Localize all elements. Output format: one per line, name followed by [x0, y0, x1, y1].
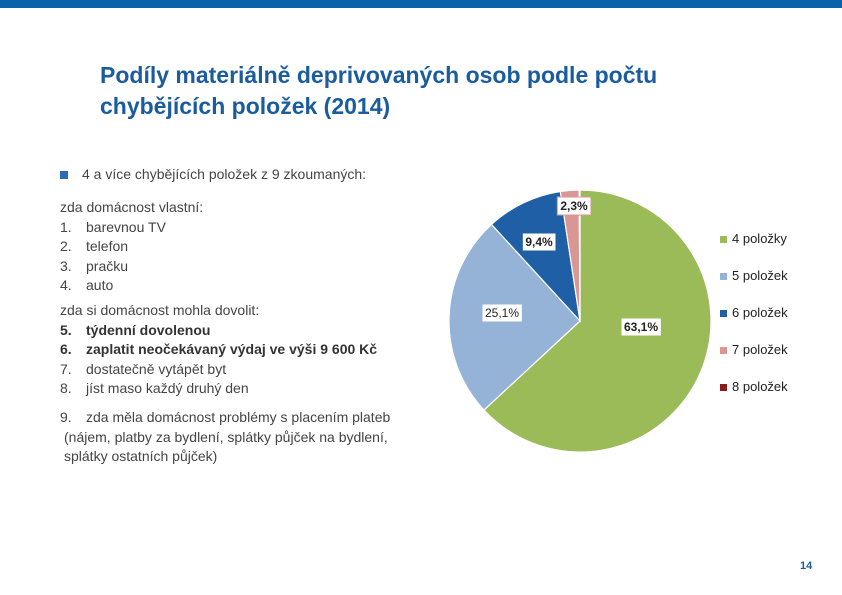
list-item: 9. zda měla domácnost problémy s placením…: [60, 409, 391, 425]
list-item: 5. týdenní dovolenou: [60, 321, 211, 338]
owned-items-heading: zda domácnost vlastní:: [60, 199, 204, 215]
svg-text:25,1%: 25,1%: [485, 306, 519, 320]
legend-swatch-icon: [720, 273, 727, 281]
intro-bullet: 4 a více chybějících položek z 9 zkouman…: [60, 166, 366, 182]
legend-label: 8 položek: [732, 379, 788, 394]
payment-problems-block: 9. zda měla domácnost problémy s placením…: [60, 408, 390, 467]
data-label-6: 9,4%: [521, 232, 557, 252]
legend-item: 8 položek: [720, 379, 788, 394]
legend-label: 6 položek: [732, 305, 788, 320]
legend-item: 6 položek: [720, 305, 788, 320]
legend-swatch-icon: [720, 236, 727, 244]
affordable-items-block: zda si domácnost mohla dovolit: 5. týdenn…: [60, 301, 377, 399]
list-item: 1. barevnou TV: [60, 218, 166, 235]
data-label-5: 25,1%: [481, 303, 523, 323]
pie-slice-6: [490, 190, 581, 323]
page-title: Podíly materiálně deprivovaných osob pod…: [100, 62, 658, 119]
legend-label: 4 položky: [732, 231, 787, 246]
list-item: 6. zaplatit neočekávaný výdaj ve výši 9 6…: [60, 341, 378, 357]
legend-item: 7 položek: [720, 342, 788, 357]
legend-swatch-icon: [720, 310, 727, 318]
owned-items-block: zda domácnost vlastní: 1. barevnou TV 2. t…: [60, 198, 203, 296]
page-number: 14: [800, 560, 813, 572]
top-accent-bar: [0, 0, 842, 8]
data-label-7: 2,3%: [556, 196, 592, 216]
pie-slice-4: [483, 189, 712, 453]
bullet-square-icon: [60, 171, 68, 180]
legend-item: 5 položek: [720, 268, 788, 283]
list-item: 7. dostatečně vytápět byt: [60, 360, 227, 377]
legend-item: 4 položky: [720, 231, 787, 246]
data-label-4: 63,1%: [620, 317, 662, 337]
intro-text: 4 a více chybějících položek z 9 zkouman…: [82, 166, 367, 182]
pie-slice-8: [578, 189, 581, 322]
legend-label: 5 položek: [732, 268, 788, 283]
svg-text:9,4%: 9,4%: [525, 235, 553, 249]
affordable-items-heading: zda si domácnost mohla dovolit:: [60, 302, 260, 318]
legend-swatch-icon: [720, 384, 727, 392]
list-item: 8. jíst maso každý druhý den: [60, 380, 249, 396]
legend-label: 7 položek: [732, 342, 788, 357]
legend-swatch-icon: [720, 347, 727, 355]
list-item-continuation: (nájem, platby za bydlení, splátky půjče…: [64, 428, 388, 445]
list-item-continuation: splátky ostatních půjček): [64, 448, 218, 464]
svg-text:2,3%: 2,3%: [560, 199, 588, 213]
list-item: 4. auto: [60, 277, 114, 293]
list-item: 3. pračku: [60, 257, 129, 274]
svg-text:63,1%: 63,1%: [624, 320, 658, 334]
list-item: 2. telefon: [60, 238, 129, 254]
